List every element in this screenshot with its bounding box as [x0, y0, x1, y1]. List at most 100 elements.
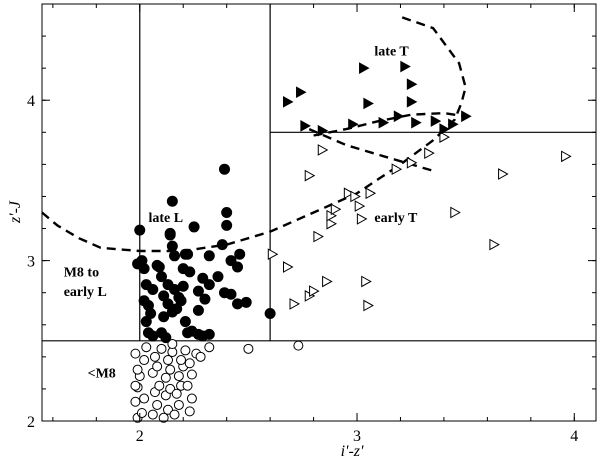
open-triangle-point: [489, 238, 500, 251]
open-triangle-point: [317, 144, 329, 156]
open-circle-point: [152, 399, 163, 410]
open-circle-point: [156, 343, 167, 354]
filled-triangle-point: [393, 110, 405, 123]
x-tick-label: 2: [136, 428, 144, 445]
filled-circle-point: [175, 295, 187, 307]
filled-circle-point: [197, 272, 209, 284]
open-circle-point: [180, 345, 191, 356]
open-circle-point: [139, 393, 150, 404]
open-triangle-point: [365, 187, 377, 200]
filled-circle-point: [225, 288, 237, 300]
open-triangle-point: [304, 169, 316, 182]
open-triangle-point: [424, 147, 435, 160]
open-circle-point: [130, 396, 141, 407]
filled-circle-point: [177, 280, 189, 292]
region-annotation: early L: [64, 285, 107, 300]
open-triangle-point: [361, 275, 372, 288]
open-circle-point: [186, 393, 197, 404]
filled-circle-point: [138, 263, 150, 275]
filled-circle-point: [192, 285, 204, 297]
filled-circle-point: [182, 248, 194, 260]
region-annotations: late T late L early T M8 to early L <M8: [64, 44, 418, 381]
region-boundaries: [42, 4, 596, 342]
open-circle-point: [139, 355, 150, 366]
open-triangle-point: [330, 203, 342, 216]
open-circle-point: [163, 355, 174, 366]
region-annotation: M8 to: [64, 266, 99, 281]
open-triangle-point: [356, 213, 368, 225]
y-axis-title: z'-J: [7, 200, 24, 224]
filled-triangle-point: [359, 62, 370, 75]
filled-triangle-point: [282, 95, 294, 108]
filled-triangle-point: [348, 118, 359, 131]
axes: 2 3 4 2 3 4: [27, 3, 597, 445]
filled-circle-point: [225, 255, 237, 267]
open-circle-point: [160, 372, 171, 383]
open-triangle-point: [561, 150, 572, 163]
open-circle-point: [165, 364, 176, 375]
filled-triangle-point: [461, 110, 472, 123]
open-triangle-point: [267, 248, 279, 261]
filled-triangle-point: [411, 116, 422, 129]
filled-triangle-point: [406, 78, 418, 91]
filled-triangle-point: [363, 97, 374, 110]
open-circle-point: [154, 380, 165, 391]
filled-circle-point: [221, 207, 233, 218]
filled-circle-point: [203, 279, 215, 291]
open-circle-point: [173, 371, 184, 382]
open-circle-point: [195, 351, 206, 362]
open-triangle-point: [313, 230, 324, 243]
open-circle-point: [136, 407, 147, 418]
open-triangle-point: [289, 298, 301, 310]
open-circle-point: [173, 399, 184, 410]
filled-circle-point: [199, 293, 211, 305]
open-circle-point: [176, 355, 187, 366]
filled-circle-point: [184, 266, 196, 278]
filled-circle-point: [166, 195, 178, 207]
open-triangle-point: [391, 163, 403, 176]
filled-circle-point: [212, 271, 224, 283]
open-triangle-point: [363, 299, 374, 312]
open-circle-point: [186, 369, 197, 380]
filled-circle-point: [203, 250, 215, 262]
open-triangle-point: [350, 190, 361, 203]
filled-circle-point: [153, 261, 165, 273]
filled-circle-point: [264, 308, 276, 320]
x-axis-title: i'-z': [341, 443, 364, 460]
y-tick-label: 2: [27, 414, 35, 431]
open-circle-point: [167, 339, 178, 350]
open-circle-point: [184, 406, 195, 417]
region-annotation: late L: [148, 211, 183, 226]
open-triangle-point: [282, 261, 294, 273]
filled-circle-point: [134, 224, 146, 236]
filled-circle-point: [169, 250, 181, 262]
dashed-curve: [41, 15, 467, 253]
filled-circle-point: [218, 163, 230, 175]
open-circle-point: [158, 412, 169, 423]
filled-circle-point: [232, 261, 244, 273]
filled-circle-point: [166, 240, 178, 252]
filled-triangle-point: [406, 95, 418, 108]
filled-circle-point: [179, 316, 191, 328]
open-circle-point: [293, 340, 304, 351]
y-tick-label: 3: [27, 254, 35, 271]
filled-circle-point: [188, 221, 200, 233]
y-tick-label: 4: [27, 93, 35, 110]
open-circle-point: [204, 342, 215, 353]
x-tick-label: 3: [353, 428, 361, 445]
open-circle-point: [141, 342, 152, 353]
filled-triangle-point: [296, 86, 307, 99]
x-tick-label: 4: [570, 428, 578, 445]
open-circle-point: [132, 364, 143, 375]
filled-triangle-point: [378, 116, 390, 129]
data-points: [130, 60, 572, 423]
open-triangle-point: [343, 187, 355, 200]
filled-circle-point: [164, 229, 176, 241]
filled-circle-point: [147, 283, 159, 295]
filled-circle-point: [203, 328, 215, 340]
open-triangle-point: [322, 275, 333, 288]
filled-circle-point: [234, 248, 246, 260]
filled-circle-point: [221, 219, 233, 231]
open-circle-point: [184, 358, 195, 369]
filled-circle-point: [155, 271, 167, 283]
